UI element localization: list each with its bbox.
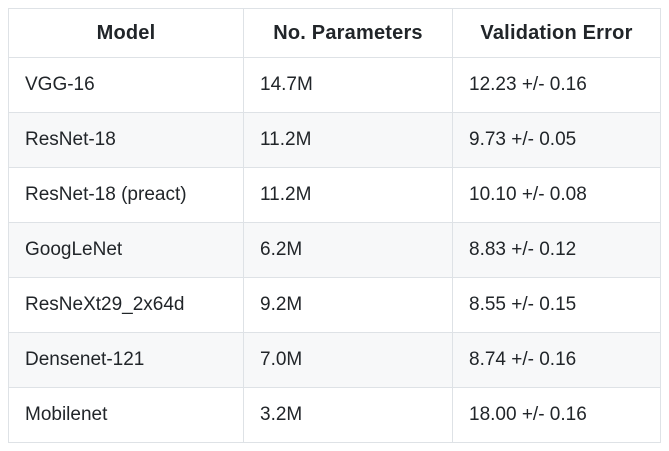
column-header-parameters: No. Parameters: [243, 8, 453, 58]
cell-model: ResNet-18: [8, 112, 244, 168]
cell-model: VGG-16: [8, 57, 244, 113]
cell-parameters: 9.2M: [243, 277, 453, 333]
cell-validation-error: 18.00 +/- 0.16: [452, 387, 661, 443]
cell-model: ResNet-18 (preact): [8, 167, 244, 223]
cell-parameters: 7.0M: [243, 332, 453, 388]
cell-model: ResNeXt29_2x64d: [8, 277, 244, 333]
cell-parameters: 11.2M: [243, 112, 453, 168]
results-table: Model No. Parameters Validation Error VG…: [8, 8, 661, 443]
cell-validation-error: 8.55 +/- 0.15: [452, 277, 661, 333]
column-header-validation-error: Validation Error: [452, 8, 661, 58]
table-row: Mobilenet 3.2M 18.00 +/- 0.16: [8, 387, 661, 443]
table-row: ResNet-18 (preact) 11.2M 10.10 +/- 0.08: [8, 167, 661, 223]
benchmark-table-container: Model No. Parameters Validation Error VG…: [8, 8, 661, 443]
cell-validation-error: 8.83 +/- 0.12: [452, 222, 661, 278]
cell-validation-error: 12.23 +/- 0.16: [452, 57, 661, 113]
cell-parameters: 14.7M: [243, 57, 453, 113]
column-header-model: Model: [8, 8, 244, 58]
cell-validation-error: 8.74 +/- 0.16: [452, 332, 661, 388]
table-row: GoogLeNet 6.2M 8.83 +/- 0.12: [8, 222, 661, 278]
cell-validation-error: 10.10 +/- 0.08: [452, 167, 661, 223]
cell-parameters: 11.2M: [243, 167, 453, 223]
table-row: Densenet-121 7.0M 8.74 +/- 0.16: [8, 332, 661, 388]
cell-model: Mobilenet: [8, 387, 244, 443]
cell-model: Densenet-121: [8, 332, 244, 388]
cell-model: GoogLeNet: [8, 222, 244, 278]
cell-validation-error: 9.73 +/- 0.05: [452, 112, 661, 168]
cell-parameters: 3.2M: [243, 387, 453, 443]
table-row: ResNet-18 11.2M 9.73 +/- 0.05: [8, 112, 661, 168]
table-row: VGG-16 14.7M 12.23 +/- 0.16: [8, 57, 661, 113]
header-row: Model No. Parameters Validation Error: [8, 8, 661, 58]
cell-parameters: 6.2M: [243, 222, 453, 278]
table-row: ResNeXt29_2x64d 9.2M 8.55 +/- 0.15: [8, 277, 661, 333]
